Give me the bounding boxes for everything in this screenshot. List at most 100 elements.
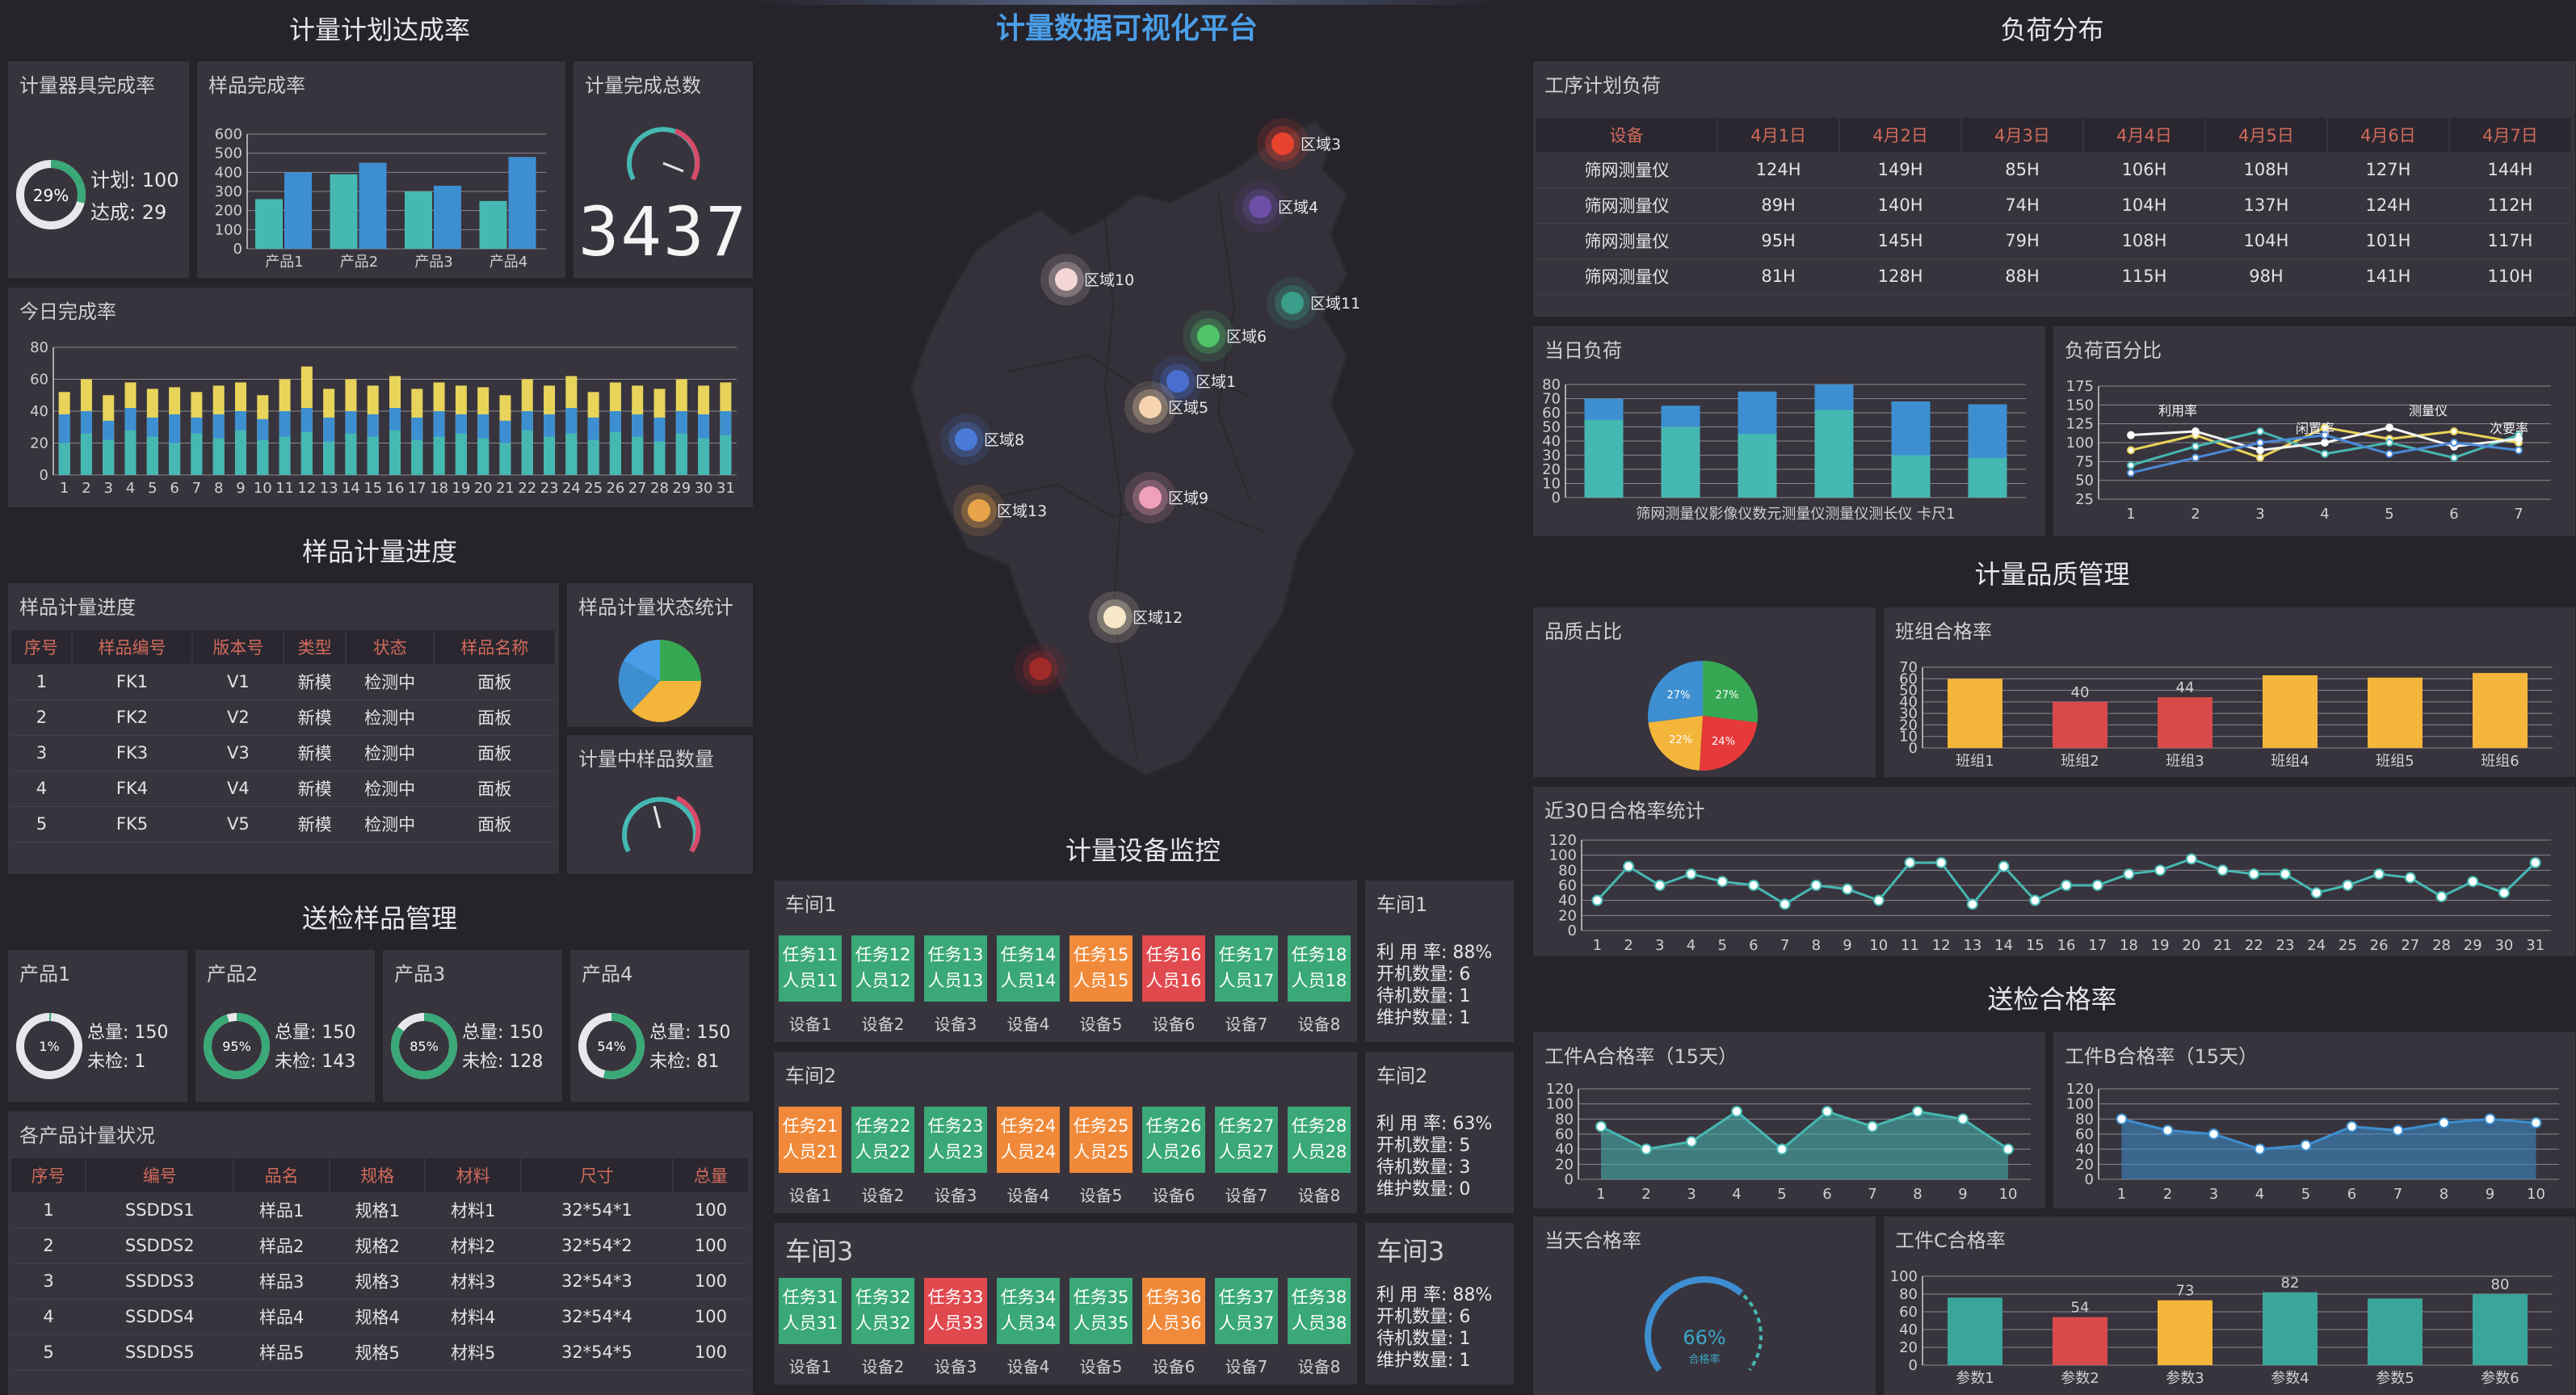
table-cell: 检测中 xyxy=(345,664,435,700)
x-tick-label: 4 xyxy=(1732,1186,1741,1203)
data-point xyxy=(2185,853,2197,865)
pct-panel: 负荷百分比 175 150 125 100 75 50 25 1 2 3 4 5 6 7 利用率 闲置率 测量仪… xyxy=(2053,326,2575,536)
header-bar: 计量数据可视化平台 xyxy=(751,0,1502,48)
region-marker[interactable] xyxy=(1166,370,1189,393)
task-card[interactable]: 任务11 人员11 xyxy=(779,935,842,1002)
x-tick-label: 14 xyxy=(1994,937,2013,954)
a-title: 工件A合格率（15天） xyxy=(1544,1045,1738,1068)
data-point xyxy=(1731,1106,1742,1117)
product-percent: 85% xyxy=(410,1039,439,1054)
task-card[interactable]: 任务15 人员15 xyxy=(1069,935,1133,1002)
task-name: 任务36 xyxy=(1145,1288,1202,1307)
task-card[interactable]: 任务13 人员13 xyxy=(924,935,987,1002)
area-fill xyxy=(1601,1111,2008,1179)
region-marker[interactable] xyxy=(1271,132,1294,155)
task-card[interactable]: 任务27 人员27 xyxy=(1215,1107,1278,1173)
bar xyxy=(330,174,358,249)
data-point xyxy=(2123,868,2135,880)
x-tick-label: 13 xyxy=(320,480,338,497)
device-label: 设备7 xyxy=(1225,1015,1268,1034)
y-tick-label: 60 xyxy=(2075,1126,2094,1143)
bar xyxy=(405,191,432,249)
map-panel: 区域3 区域4 区域10 区域11 区域6 区域1 区域5 区域8 区域13 区域9 区域12 xyxy=(766,48,1520,816)
bar xyxy=(257,439,269,475)
bar xyxy=(1891,455,1931,498)
workshop-title: 车间1 xyxy=(785,893,837,916)
team-title: 班组合格率 xyxy=(1895,620,1992,643)
x-tick-label: 15 xyxy=(2026,937,2044,954)
region-marker[interactable] xyxy=(1249,195,1271,218)
table-cell: 样品5 xyxy=(233,1334,330,1371)
table-cell: FK3 xyxy=(71,735,193,771)
task-card[interactable]: 任务38 人员38 xyxy=(1288,1278,1351,1344)
task-card[interactable]: 任务12 人员12 xyxy=(851,935,914,1002)
region-marker[interactable] xyxy=(1103,606,1126,628)
x-tick-label: 9 xyxy=(2486,1186,2494,1203)
region-marker[interactable] xyxy=(1281,292,1304,314)
region-label: 区域9 xyxy=(1168,490,1208,507)
y-tick-label: 40 xyxy=(1899,1321,1918,1338)
bar xyxy=(675,433,687,475)
workshop-stats-panel: 车间3 利 用 率: 88% 开机数量: 6 待机数量: 1 维护数量: 1 xyxy=(1365,1223,1514,1384)
table-cell: 108H xyxy=(2204,152,2327,188)
pie-slice xyxy=(1648,661,1703,723)
task-card[interactable]: 任务24 人员24 xyxy=(997,1107,1060,1173)
b-title: 工件B合格率（15天） xyxy=(2065,1045,2259,1068)
pie-slice xyxy=(1648,716,1703,771)
x-tick-label: 7 xyxy=(2514,506,2523,523)
sample-chart-panel: 样品完成率 600 500 400 300 200 100 0 产品1 产品2 产品3 产品4 xyxy=(197,61,565,278)
region-marker[interactable] xyxy=(1055,268,1078,291)
table-cell: 124H xyxy=(1717,152,1840,188)
y-tick-label: 0 xyxy=(2085,1171,2094,1188)
task-card[interactable]: 任务36 人员36 xyxy=(1142,1278,1205,1344)
task-card[interactable]: 任务35 人员35 xyxy=(1069,1278,1133,1344)
x-tick-label: 16 xyxy=(2057,937,2076,954)
device-label: 设备2 xyxy=(861,1015,905,1034)
task-card[interactable]: 任务32 人员32 xyxy=(851,1278,914,1344)
data-point xyxy=(2191,453,2200,462)
task-person: 人员35 xyxy=(1073,1313,1129,1333)
task-card[interactable]: 任务25 人员25 xyxy=(1069,1107,1133,1173)
table-cell: 2 xyxy=(11,1228,86,1264)
workshop-stat: 维护数量: 1 xyxy=(1376,1351,1471,1371)
instrument-ring-arc xyxy=(16,160,86,229)
region-marker[interactable] xyxy=(1139,396,1162,418)
bar xyxy=(2263,675,2318,748)
task-card[interactable]: 任务18 人员18 xyxy=(1288,935,1351,1002)
task-card[interactable]: 任务22 人员22 xyxy=(851,1107,914,1173)
y-tick-label: 75 xyxy=(2075,453,2094,470)
task-card[interactable]: 任务16 人员16 xyxy=(1142,935,1205,1002)
bar xyxy=(2368,677,2423,748)
data-point xyxy=(2438,1117,2450,1128)
task-card[interactable]: 任务31 人员31 xyxy=(779,1278,842,1344)
task-card[interactable]: 任务37 人员37 xyxy=(1215,1278,1278,1344)
task-card[interactable]: 任务14 人员14 xyxy=(997,935,1060,1002)
workshop-stat: 待机数量: 3 xyxy=(1376,1158,1471,1178)
region-marker[interactable] xyxy=(955,428,977,451)
x-axis-labels: 筛网测量仪影像仪数元测量仪测量仪测长仪 卡尺1 xyxy=(1636,506,1955,523)
column-header: 样品编号 xyxy=(71,630,194,664)
table-cell: 32*54*2 xyxy=(520,1228,673,1264)
task-card[interactable]: 任务17 人员17 xyxy=(1215,935,1278,1002)
task-card[interactable]: 任务26 人员26 xyxy=(1142,1107,1205,1173)
data-point xyxy=(2498,887,2510,899)
task-person: 人员13 xyxy=(927,971,984,990)
product-ring xyxy=(16,1013,82,1079)
product-ring xyxy=(204,1013,270,1079)
task-card[interactable]: 任务34 人员34 xyxy=(997,1278,1060,1344)
y-tick-label: 30 xyxy=(1542,447,1561,464)
table-cell: 检测中 xyxy=(345,771,435,807)
region-marker[interactable] xyxy=(968,499,990,522)
region-marker[interactable] xyxy=(1139,486,1162,509)
region-marker[interactable] xyxy=(1029,658,1052,680)
x-tick-label: 10 xyxy=(254,480,272,497)
y-tick-label: 120 xyxy=(2066,1081,2094,1098)
table-cell: 127H xyxy=(2326,152,2449,188)
task-name: 任务26 xyxy=(1145,1116,1202,1136)
task-card[interactable]: 任务21 人员21 xyxy=(779,1107,842,1173)
task-card[interactable]: 任务23 人员23 xyxy=(924,1107,987,1173)
task-card[interactable]: 任务28 人员28 xyxy=(1288,1107,1351,1173)
task-card[interactable]: 任务33 人员33 xyxy=(924,1278,987,1344)
region-marker[interactable] xyxy=(1197,325,1220,347)
data-point xyxy=(2127,431,2135,439)
